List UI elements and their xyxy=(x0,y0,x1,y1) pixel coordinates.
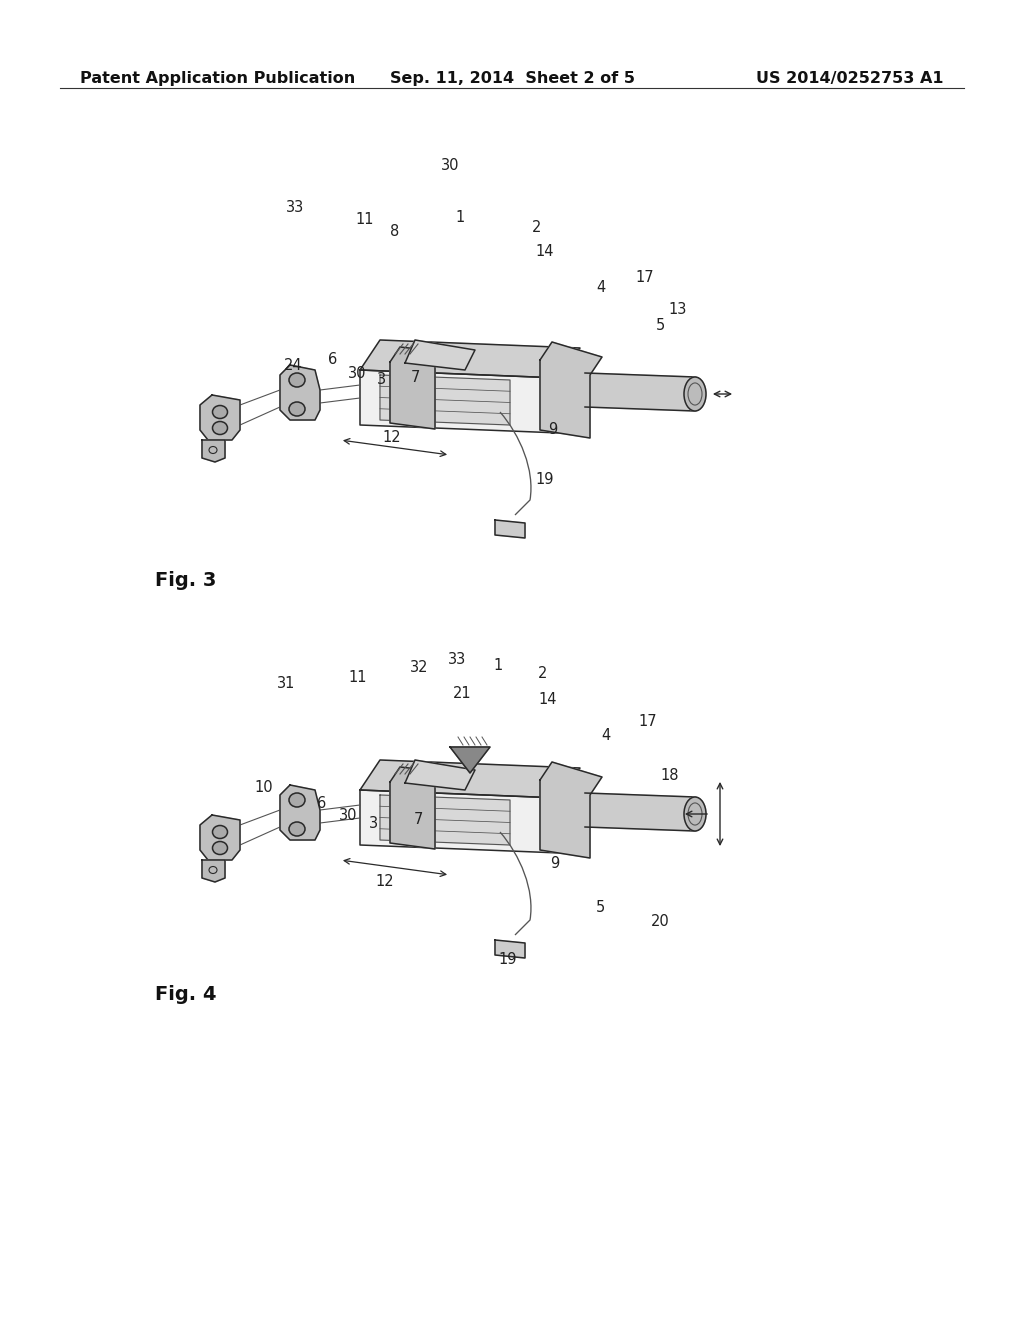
Text: 2: 2 xyxy=(532,219,542,235)
Polygon shape xyxy=(200,814,240,861)
Polygon shape xyxy=(450,747,490,774)
Text: 19: 19 xyxy=(499,953,517,968)
Text: 7: 7 xyxy=(414,813,423,828)
Text: 19: 19 xyxy=(536,473,554,487)
Text: Sep. 11, 2014  Sheet 2 of 5: Sep. 11, 2014 Sheet 2 of 5 xyxy=(389,70,635,86)
Polygon shape xyxy=(360,760,580,799)
Text: 6: 6 xyxy=(329,352,338,367)
Ellipse shape xyxy=(213,842,227,854)
Text: 13: 13 xyxy=(669,302,687,318)
Text: US 2014/0252753 A1: US 2014/0252753 A1 xyxy=(757,70,944,86)
Ellipse shape xyxy=(213,825,227,838)
Ellipse shape xyxy=(684,378,706,411)
Polygon shape xyxy=(360,341,580,378)
Ellipse shape xyxy=(213,421,227,434)
Text: 32: 32 xyxy=(410,660,428,675)
Polygon shape xyxy=(200,395,240,440)
Polygon shape xyxy=(406,341,475,370)
Text: 11: 11 xyxy=(355,213,374,227)
Polygon shape xyxy=(360,789,560,853)
Text: 31: 31 xyxy=(276,676,295,690)
Ellipse shape xyxy=(213,405,227,418)
Polygon shape xyxy=(495,940,525,958)
Polygon shape xyxy=(380,795,510,845)
Polygon shape xyxy=(390,347,445,429)
Ellipse shape xyxy=(289,793,305,807)
Polygon shape xyxy=(390,767,445,849)
Text: 33: 33 xyxy=(447,652,466,668)
Text: 7: 7 xyxy=(411,371,420,385)
Polygon shape xyxy=(202,861,225,882)
Text: 20: 20 xyxy=(650,915,670,929)
Text: 8: 8 xyxy=(390,224,399,239)
Text: 30: 30 xyxy=(339,808,357,824)
Text: 10: 10 xyxy=(255,780,273,795)
Text: 4: 4 xyxy=(596,281,605,296)
Polygon shape xyxy=(202,440,225,462)
Text: 11: 11 xyxy=(349,669,368,685)
Text: 30: 30 xyxy=(440,157,459,173)
Text: 12: 12 xyxy=(383,429,401,445)
Text: 18: 18 xyxy=(660,767,679,783)
Text: 14: 14 xyxy=(539,693,557,708)
Text: 9: 9 xyxy=(549,422,558,437)
Polygon shape xyxy=(406,760,475,789)
Text: 5: 5 xyxy=(655,318,665,333)
Text: 1: 1 xyxy=(494,657,503,672)
Text: 21: 21 xyxy=(453,685,471,701)
Text: 30: 30 xyxy=(348,367,367,381)
Polygon shape xyxy=(380,375,510,425)
Text: Patent Application Publication: Patent Application Publication xyxy=(80,70,355,86)
Text: 2: 2 xyxy=(539,667,548,681)
Ellipse shape xyxy=(289,374,305,387)
Text: 1: 1 xyxy=(456,210,465,226)
Polygon shape xyxy=(280,366,319,420)
Polygon shape xyxy=(585,374,695,411)
Text: 17: 17 xyxy=(639,714,657,730)
Ellipse shape xyxy=(289,822,305,836)
Polygon shape xyxy=(360,370,560,433)
Text: 6: 6 xyxy=(317,796,327,812)
Text: Fig. 4: Fig. 4 xyxy=(155,986,216,1005)
Polygon shape xyxy=(540,762,602,858)
Text: 3: 3 xyxy=(377,372,386,388)
Polygon shape xyxy=(280,785,319,840)
Text: 3: 3 xyxy=(370,816,379,830)
Ellipse shape xyxy=(684,797,706,832)
Polygon shape xyxy=(540,342,602,438)
Text: 24: 24 xyxy=(284,358,302,372)
Text: Fig. 3: Fig. 3 xyxy=(155,570,216,590)
Polygon shape xyxy=(585,793,695,832)
Text: 12: 12 xyxy=(376,874,394,890)
Text: 9: 9 xyxy=(550,855,560,870)
Polygon shape xyxy=(495,520,525,539)
Text: 17: 17 xyxy=(636,271,654,285)
Text: 5: 5 xyxy=(595,900,604,916)
Text: 33: 33 xyxy=(286,199,304,214)
Text: 14: 14 xyxy=(536,244,554,260)
Ellipse shape xyxy=(289,403,305,416)
Text: 4: 4 xyxy=(601,727,610,742)
